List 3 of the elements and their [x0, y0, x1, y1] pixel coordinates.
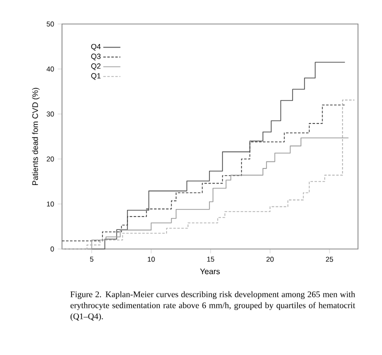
y-axis-title: Patients dead fom CVD (%): [32, 88, 40, 185]
caption: Figure 2. Kaplan-Meier curves describing risk development among 265 men with erythrocyte sedimentation rate above 6 mm/h, grouped by quartiles of hematocrit (Q1–Q4).: [70, 291, 356, 321]
x-axis-title: Years: [200, 268, 220, 274]
